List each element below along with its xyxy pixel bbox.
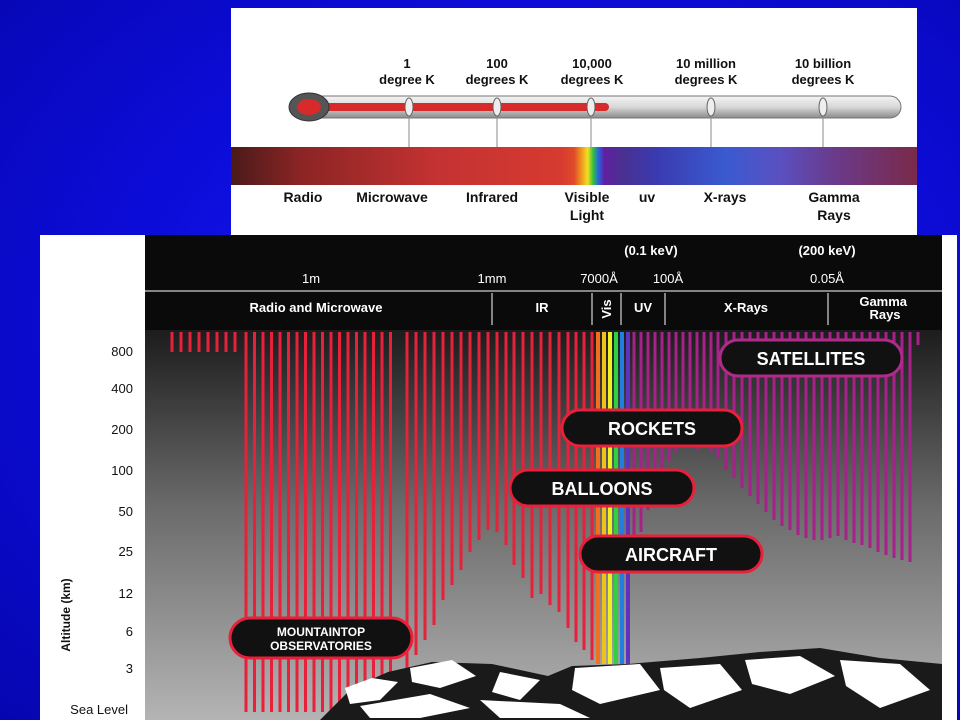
pill-rockets: ROCKETS <box>560 408 744 448</box>
altitude-tick-200: 200 <box>111 422 133 437</box>
thermometer-panel: 1 degree K 100 degrees K 10,000 degrees … <box>231 8 917 238</box>
spectrum-header <box>145 235 942 330</box>
region-label-gamma-line1: Gamma <box>859 294 907 309</box>
temp-label-10000k: 10,000 degrees K <box>560 56 624 87</box>
pill-mountaintop-label-line1: MOUNTAINTOP <box>277 625 365 639</box>
altitude-tick-25: 25 <box>119 544 133 559</box>
band-label-xrays: X-rays <box>703 189 747 205</box>
region-label-gamma-line2: Rays <box>869 307 900 322</box>
pill-mountaintop-label-line2: OBSERVATORIES <box>270 639 372 653</box>
region-label-uv: UV <box>634 300 652 315</box>
region-label-ir: IR <box>536 300 550 315</box>
temp-label-1k: 1 degree K <box>379 56 435 87</box>
energy-label-200kev: (200 keV) <box>798 243 855 258</box>
altitude-tick-50: 50 <box>119 504 133 519</box>
altitude-tick-100: 100 <box>111 463 133 478</box>
thermometer-bulb-mercury <box>297 99 321 115</box>
mountain-ground <box>320 648 942 720</box>
header-dividers <box>145 290 942 325</box>
altitude-tick-12: 12 <box>119 586 133 601</box>
region-label-gamma: Gamma Rays <box>859 294 910 322</box>
band-label-microwave: Microwave <box>356 189 428 205</box>
region-label-xrays: X-Rays <box>724 300 768 315</box>
wavelength-label-0-05a: 0.05Å <box>810 271 844 286</box>
region-label-vis: Vis <box>599 299 614 318</box>
energy-label-0-1kev: (0.1 keV) <box>624 243 677 258</box>
altitude-tick-sea-level: Sea Level <box>70 702 128 717</box>
pill-balloons-label: BALLOONS <box>552 479 653 499</box>
temp-label-10b: 10 billion degrees K <box>791 56 855 87</box>
altitude-tick-3: 3 <box>126 661 133 676</box>
thermometer-graphic <box>288 92 902 147</box>
pill-aircraft-label: AIRCRAFT <box>625 545 717 565</box>
band-label-infrared: Infrared <box>465 189 519 205</box>
band-label-uv: uv <box>638 189 656 205</box>
pill-aircraft: AIRCRAFT <box>578 534 764 574</box>
spectrum-bar <box>231 147 917 185</box>
altitude-tick-800: 800 <box>111 344 133 359</box>
altitude-axis-label: Altitude (km) <box>59 578 73 651</box>
altitude-tick-400: 400 <box>111 381 133 396</box>
penetration-lines <box>170 332 920 712</box>
region-label-radio-microwave: Radio and Microwave <box>250 300 383 315</box>
band-label-radio: Radio <box>283 189 323 205</box>
pill-satellites-label: SATELLITES <box>757 349 866 369</box>
temp-label-10m: 10 million degrees K <box>674 56 738 87</box>
band-label-visible: Visible Light <box>564 189 610 223</box>
altitude-tick-6: 6 <box>126 624 133 639</box>
altitude-axis: 800 400 200 100 50 25 12 6 3 Sea Level A… <box>59 344 133 717</box>
pill-mountaintop: MOUNTAINTOP OBSERVATORIES <box>228 616 414 660</box>
thermometer-mercury <box>319 103 609 111</box>
pill-rockets-label: ROCKETS <box>608 419 696 439</box>
band-label-gamma: Gamma Rays <box>808 189 860 223</box>
wavelength-label-7000a: 7000Å <box>580 271 618 286</box>
temp-label-100k: 100 degrees K <box>465 56 529 87</box>
pill-satellites: SATELLITES <box>718 338 904 378</box>
pill-balloons: BALLOONS <box>508 468 696 508</box>
wavelength-label-1m: 1m <box>302 271 320 286</box>
wavelength-label-1mm: 1mm <box>478 271 507 286</box>
temperature-ticks <box>404 97 828 147</box>
wavelength-label-100a: 100Å <box>653 271 684 286</box>
